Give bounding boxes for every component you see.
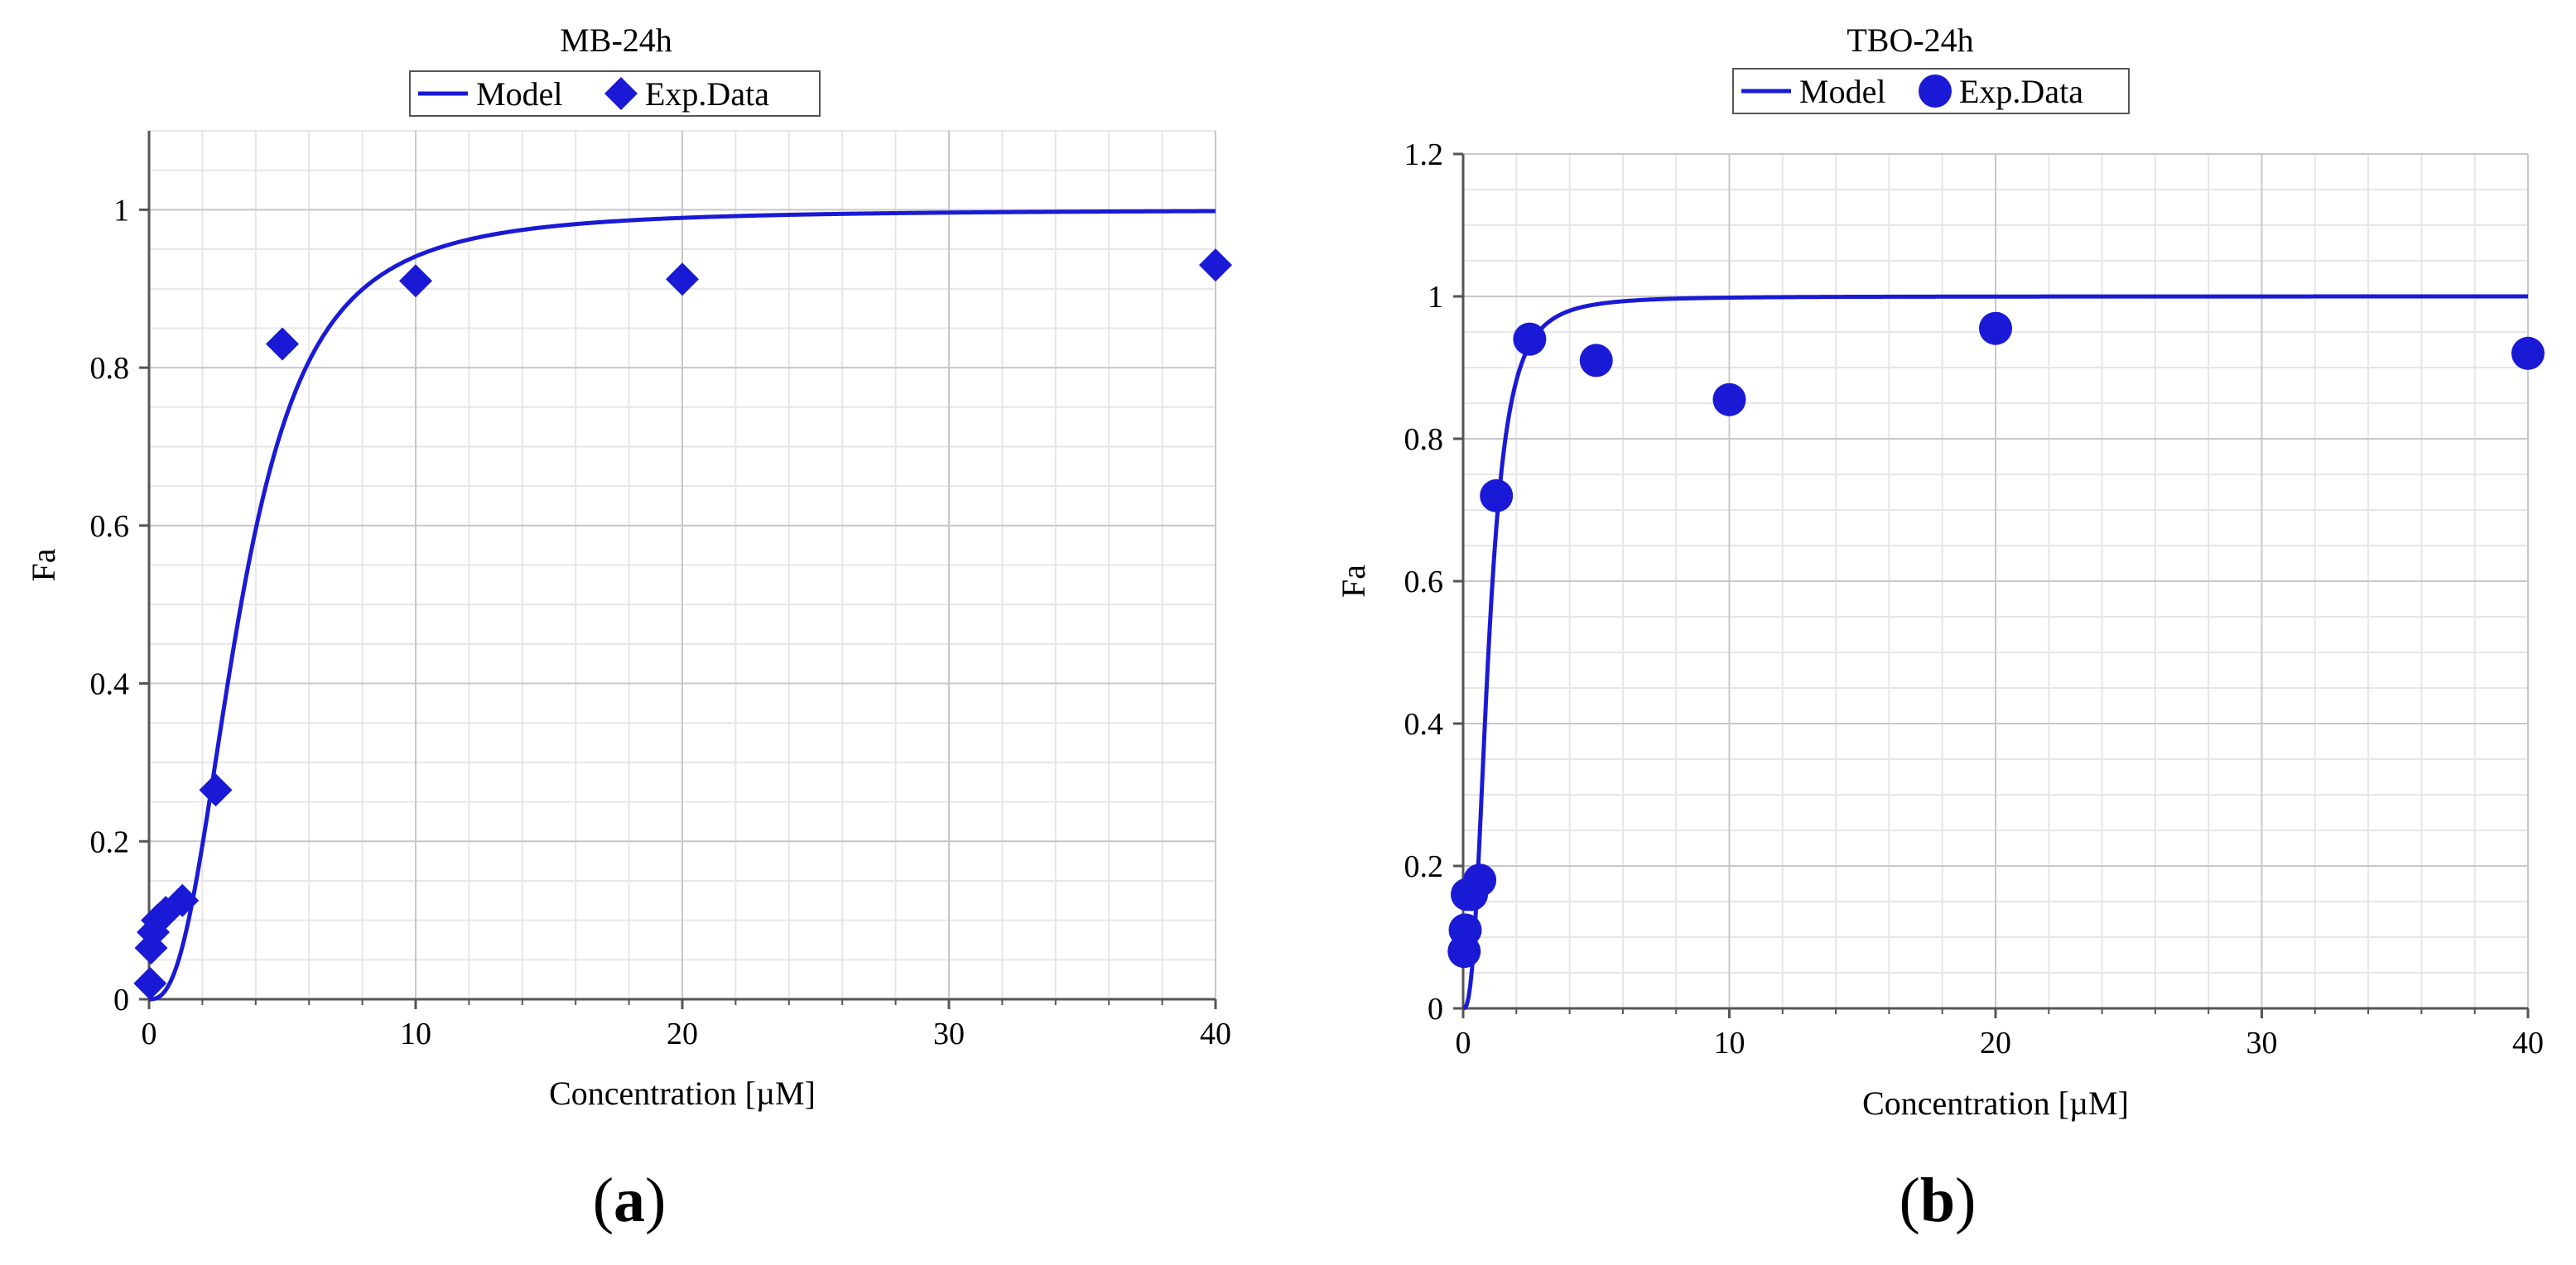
legend-data-marker <box>604 77 638 110</box>
legend-data-marker <box>1919 75 1952 108</box>
x-tick-label: 0 <box>1456 1026 1471 1061</box>
y-tick-label: 0 <box>113 983 129 1017</box>
data-point <box>133 966 167 1000</box>
data-point <box>1979 311 2012 345</box>
panel-caption-b: (b) <box>1899 1166 1977 1235</box>
x-tick-label: 30 <box>933 1017 965 1051</box>
data-point <box>1579 344 1613 378</box>
data-point <box>666 262 699 296</box>
data-point <box>1513 322 1547 356</box>
x-tick-label: 20 <box>1980 1026 2011 1061</box>
data-point <box>2511 336 2545 370</box>
data-point <box>1712 382 1746 416</box>
x-tick-label: 20 <box>667 1017 698 1051</box>
model-curve <box>1462 294 2528 1011</box>
legend-model-label: Model <box>1799 73 1885 110</box>
data-point <box>1199 248 1232 282</box>
y-tick-label: 0.6 <box>1404 565 1444 599</box>
x-tick-label: 40 <box>1200 1017 1231 1051</box>
legend-model-label: Model <box>476 75 562 113</box>
panel-caption-a: (a) <box>593 1166 667 1235</box>
y-tick-label: 0.2 <box>90 825 130 859</box>
x-axis-label: Concentration [µM] <box>1862 1085 2129 1122</box>
x-tick-label: 30 <box>2246 1026 2278 1061</box>
x-tick-label: 10 <box>1714 1026 1745 1061</box>
y-tick-label: 1 <box>1428 280 1443 315</box>
y-axis-label: Fa <box>25 548 62 581</box>
x-axis-label: Concentration [µM] <box>549 1075 816 1112</box>
data-point <box>199 773 233 807</box>
y-tick-label: 0.4 <box>90 667 130 702</box>
y-tick-label: 0 <box>1428 992 1443 1027</box>
data-point <box>1463 863 1497 897</box>
data-point <box>399 264 432 298</box>
chart-panel-b: 0 10 20 30 40 0 0.2 0.4 0.6 0.8 1 1.2 Concentration … <box>1335 22 2545 1235</box>
chart-title: TBO-24h <box>1847 22 1973 59</box>
data-point <box>1480 479 1514 512</box>
y-tick-label: 0.8 <box>1404 422 1444 457</box>
y-tick-label: 1.2 <box>1404 137 1444 172</box>
legend: Model Exp.Data <box>409 70 821 117</box>
y-tick-label: 0.2 <box>1404 849 1444 884</box>
data-point <box>1448 913 1482 947</box>
model-curve <box>148 209 1216 1002</box>
y-tick-label: 0.4 <box>1404 707 1444 742</box>
y-axis-label: Fa <box>1335 565 1372 598</box>
legend: Model Exp.Data <box>1732 68 2130 114</box>
data-point <box>266 327 299 361</box>
x-tick-label: 0 <box>142 1017 157 1051</box>
y-tick-label: 0.6 <box>90 509 130 544</box>
chart-title: MB-24h <box>560 22 672 59</box>
x-tick-label: 10 <box>400 1017 431 1051</box>
legend-data-label: Exp.Data <box>645 75 769 113</box>
y-tick-label: 0.8 <box>90 351 130 386</box>
y-tick-label: 1 <box>113 193 129 228</box>
x-tick-label: 40 <box>2512 1026 2544 1061</box>
chart-panel-a: 0 10 20 30 40 0 0.2 0.4 0.6 0.8 1 Concentration [µM… <box>25 22 1232 1235</box>
data-point <box>166 883 200 917</box>
legend-data-label: Exp.Data <box>1959 73 2083 110</box>
